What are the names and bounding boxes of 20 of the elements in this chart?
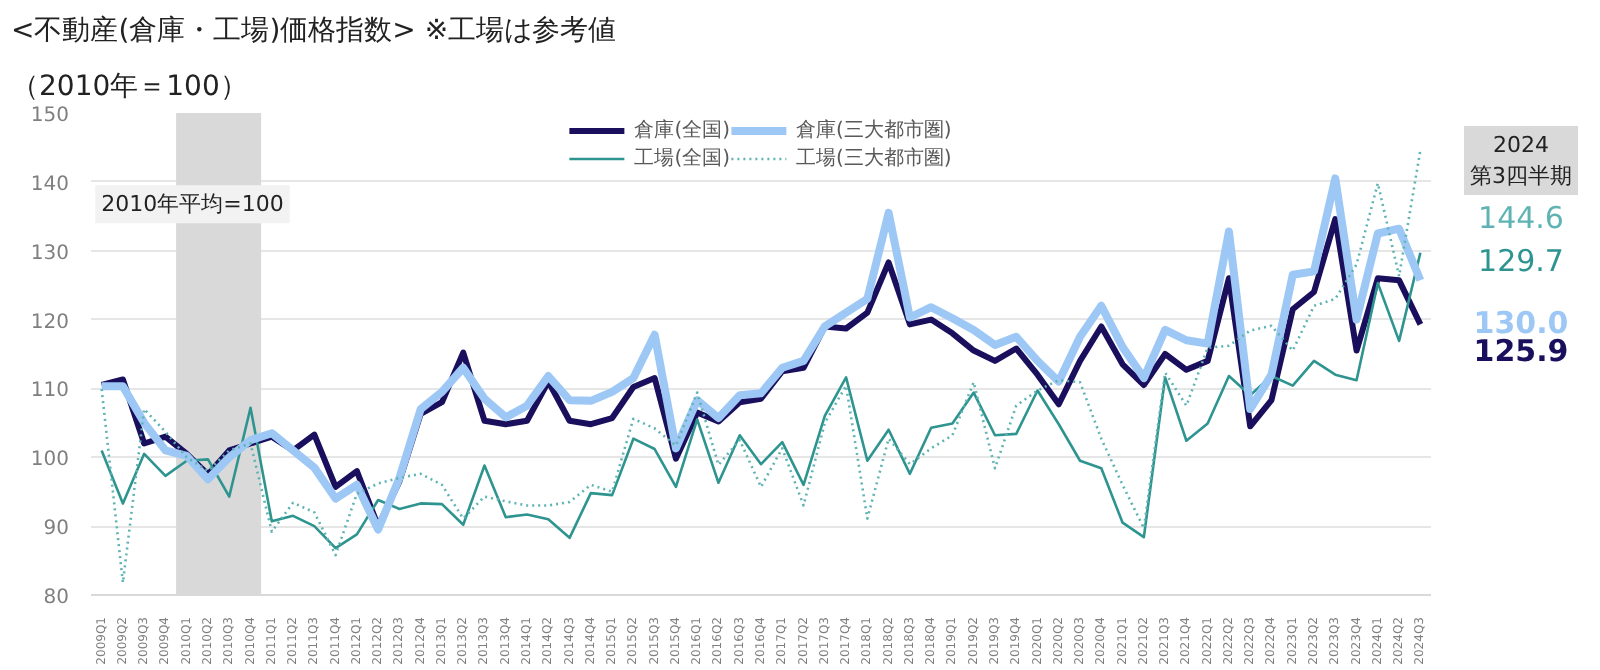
annotation: 2010年平均=100 <box>101 191 284 218</box>
y-tick-label: 90 <box>43 518 70 541</box>
y-tick-label: 130 <box>30 242 70 265</box>
legend-label: 工場(三大都市圏) <box>796 145 952 172</box>
text: 2024 第3四半期 <box>1470 131 1572 190</box>
y-tick-label: 80 <box>43 587 70 609</box>
legend-label: 倉庫(全国) <box>634 117 730 144</box>
y-tick-label: 140 <box>30 173 70 196</box>
chart-title: <不動産(倉庫・工場)価格指数> ※工場は参考値 <box>11 15 617 47</box>
y-tick-label: 120 <box>30 311 70 334</box>
line-series <box>100 251 1422 550</box>
text: 129.7 <box>1478 242 1564 279</box>
y-tick-label: 150 <box>30 105 70 127</box>
legend-label: 倉庫(三大都市圏) <box>796 117 952 144</box>
y-tick-label: 110 <box>30 380 70 403</box>
chart-subtitle: （2010年＝100） <box>11 71 248 103</box>
line-series <box>100 148 1422 584</box>
text: 144.6 <box>1478 199 1564 236</box>
y-tick-label: 100 <box>30 449 70 472</box>
legend-label: 工場(全国) <box>634 146 730 172</box>
